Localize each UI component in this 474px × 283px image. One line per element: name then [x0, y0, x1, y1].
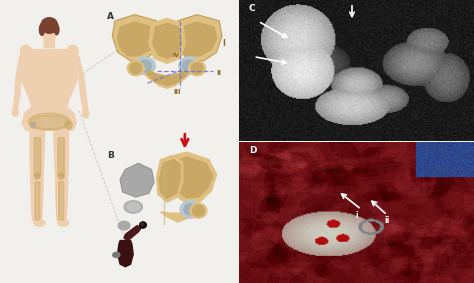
Ellipse shape [82, 110, 89, 118]
Ellipse shape [57, 220, 69, 226]
Ellipse shape [34, 174, 40, 179]
Ellipse shape [118, 221, 130, 230]
Ellipse shape [67, 45, 78, 57]
Ellipse shape [113, 252, 120, 258]
Ellipse shape [124, 201, 142, 213]
Polygon shape [120, 163, 154, 197]
Polygon shape [69, 51, 88, 111]
Polygon shape [55, 177, 68, 221]
Polygon shape [145, 70, 189, 86]
Ellipse shape [20, 45, 31, 57]
FancyBboxPatch shape [34, 138, 41, 176]
Ellipse shape [30, 122, 36, 128]
Ellipse shape [179, 57, 200, 74]
Ellipse shape [192, 205, 204, 216]
Polygon shape [176, 22, 217, 56]
Ellipse shape [138, 60, 152, 71]
Ellipse shape [114, 253, 118, 257]
Polygon shape [149, 18, 185, 63]
Text: III: III [173, 89, 181, 95]
Polygon shape [141, 68, 193, 88]
Text: ii: ii [384, 216, 390, 225]
Ellipse shape [41, 18, 58, 33]
FancyBboxPatch shape [35, 182, 40, 220]
Polygon shape [164, 152, 217, 203]
Text: D: D [249, 146, 256, 155]
Text: C: C [249, 4, 255, 13]
Ellipse shape [130, 63, 142, 74]
Ellipse shape [32, 173, 42, 181]
Ellipse shape [180, 201, 201, 218]
Ellipse shape [12, 108, 18, 116]
Ellipse shape [35, 173, 40, 179]
Ellipse shape [57, 173, 66, 181]
Polygon shape [159, 160, 180, 198]
Ellipse shape [58, 173, 64, 179]
FancyBboxPatch shape [44, 32, 55, 48]
Ellipse shape [127, 203, 140, 211]
Ellipse shape [58, 174, 64, 179]
Text: I: I [222, 39, 225, 48]
Ellipse shape [182, 60, 196, 71]
Ellipse shape [124, 243, 128, 262]
Ellipse shape [141, 223, 144, 225]
Polygon shape [22, 107, 76, 130]
Ellipse shape [41, 19, 57, 40]
Polygon shape [14, 51, 29, 108]
FancyBboxPatch shape [59, 182, 64, 220]
Ellipse shape [135, 57, 155, 74]
Text: B: B [107, 151, 114, 160]
Ellipse shape [128, 61, 144, 76]
Polygon shape [30, 130, 45, 175]
Polygon shape [118, 241, 133, 267]
Ellipse shape [191, 63, 203, 74]
Ellipse shape [65, 121, 72, 129]
Polygon shape [31, 177, 43, 221]
Polygon shape [124, 226, 141, 241]
Ellipse shape [184, 204, 197, 215]
FancyBboxPatch shape [58, 138, 64, 176]
Ellipse shape [139, 222, 146, 228]
Text: A: A [107, 12, 114, 21]
Polygon shape [112, 15, 161, 61]
Text: i: i [356, 211, 358, 220]
Text: II: II [217, 70, 222, 76]
Ellipse shape [39, 24, 45, 35]
Polygon shape [153, 23, 182, 58]
Polygon shape [118, 22, 155, 56]
Polygon shape [21, 50, 78, 108]
Polygon shape [54, 130, 69, 175]
Ellipse shape [189, 61, 206, 76]
Ellipse shape [34, 220, 45, 226]
Ellipse shape [28, 113, 70, 130]
Text: IV: IV [172, 53, 180, 58]
Ellipse shape [190, 203, 207, 218]
Polygon shape [161, 209, 193, 222]
Ellipse shape [55, 25, 59, 35]
Polygon shape [156, 156, 182, 202]
Polygon shape [170, 157, 213, 198]
Polygon shape [173, 15, 222, 61]
